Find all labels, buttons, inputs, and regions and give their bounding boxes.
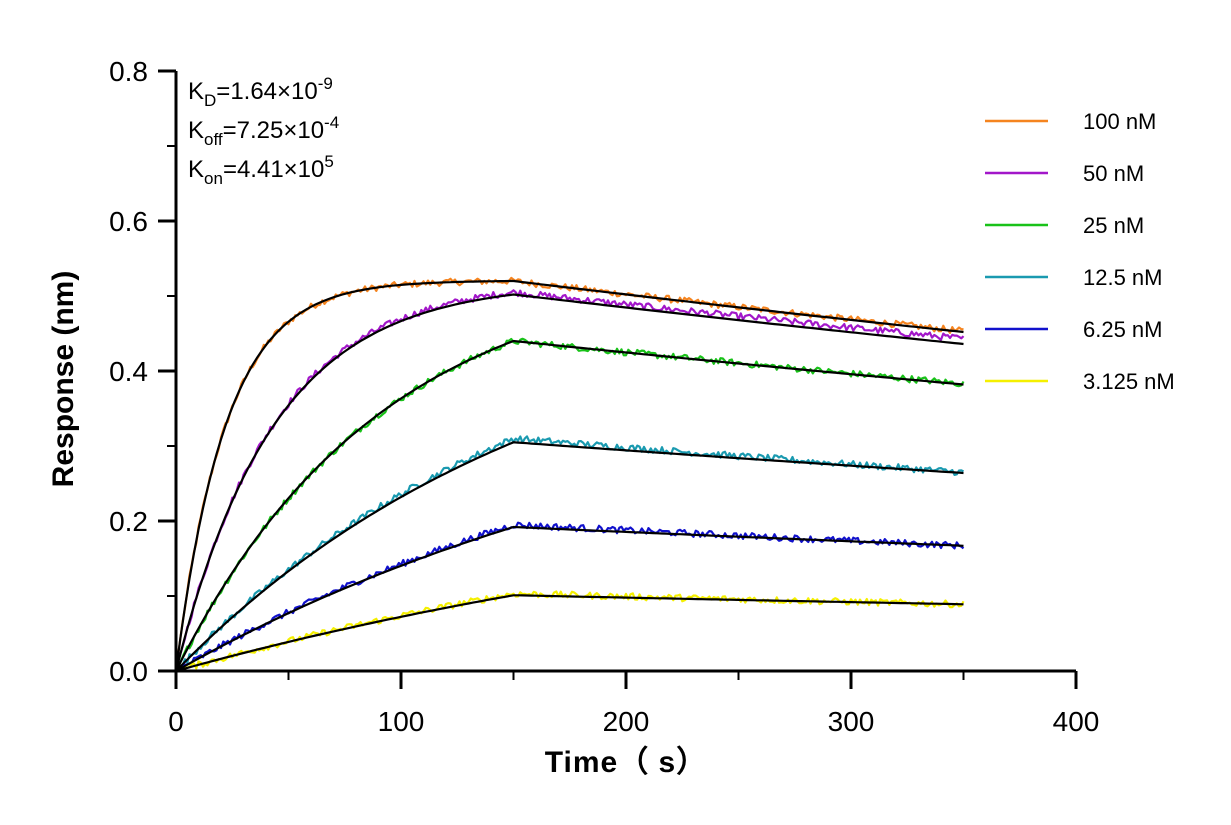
legend-label-5: 3.125 nM bbox=[1083, 369, 1175, 394]
fit-line-4 bbox=[175, 525, 964, 672]
x-tick-label: 200 bbox=[603, 706, 650, 737]
fit-line-0 bbox=[174, 279, 964, 672]
x-tick-label: 400 bbox=[1053, 706, 1100, 737]
series-line-5 bbox=[175, 590, 965, 673]
fit-line-2 bbox=[175, 339, 964, 672]
fit-line-5 bbox=[175, 594, 964, 673]
legend-label-2: 25 nM bbox=[1083, 213, 1144, 238]
legend-label-0: 100 nM bbox=[1083, 109, 1156, 134]
y-axis-title: Response (nm) bbox=[47, 271, 80, 488]
series-line-4 bbox=[175, 521, 965, 672]
x-tick-label: 100 bbox=[378, 706, 425, 737]
y-tick-label: 0.2 bbox=[109, 506, 148, 537]
series-line-2 bbox=[175, 337, 965, 672]
legend-label-3: 12.5 nM bbox=[1083, 265, 1163, 290]
legend-label-1: 50 nM bbox=[1083, 161, 1144, 186]
kinetic-constant-1: Koff=7.25×10-4 bbox=[188, 113, 339, 149]
y-tick-label: 0.0 bbox=[109, 656, 148, 687]
legend-label-4: 6.25 nM bbox=[1083, 317, 1163, 342]
x-tick-label: 300 bbox=[828, 706, 875, 737]
kinetic-constant-2: Kon=4.41×105 bbox=[188, 152, 334, 188]
y-tick-label: 0.4 bbox=[109, 356, 148, 387]
y-tick-label: 0.8 bbox=[109, 56, 148, 87]
axes-layer: 0 100 200 300 400 0.0 0.2 0.4 0.6 0.8 Time（ s） Resp… bbox=[47, 56, 1099, 779]
x-axis-title: Time（ s） bbox=[545, 745, 708, 779]
data-layer bbox=[174, 276, 965, 673]
kinetic-constant-0: KD=1.64×10-9 bbox=[188, 74, 333, 110]
y-tick-label: 0.6 bbox=[109, 206, 148, 237]
fit-line-3 bbox=[175, 441, 964, 672]
legend: 100 nM 50 nM 25 nM 12.5 nM 6.25 nM 3.125 nM bbox=[985, 109, 1175, 394]
series-line-3 bbox=[175, 435, 964, 672]
fit-line-1 bbox=[174, 293, 964, 672]
x-tick-label: 0 bbox=[168, 706, 184, 737]
